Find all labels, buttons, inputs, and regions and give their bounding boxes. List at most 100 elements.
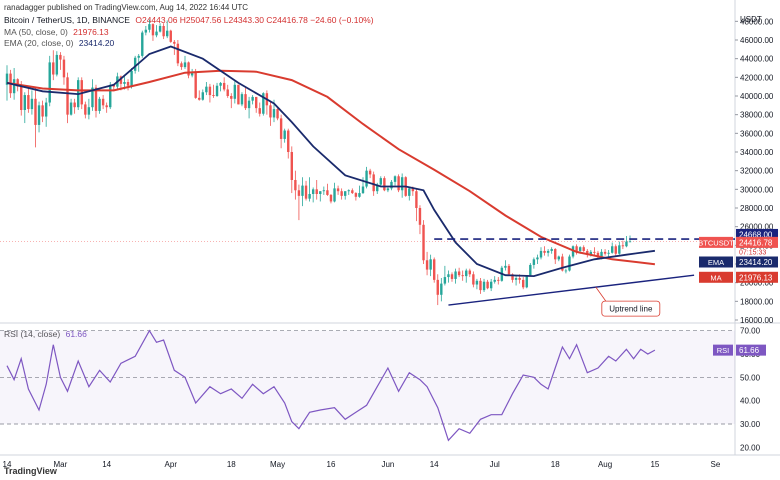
time-tick-label: 18 [551, 460, 560, 469]
candle-body [336, 188, 340, 192]
candle-body [433, 259, 436, 280]
time-tick-label: 14 [102, 460, 111, 469]
symbol-tag [699, 236, 733, 248]
price-tick-label: 42000.00 [740, 73, 774, 82]
candle-body [98, 98, 101, 111]
candle-body [365, 170, 368, 187]
rsi-legend-row: RSI (14, close) 61.66 [4, 329, 87, 339]
candle-body [536, 257, 539, 260]
price-tick-label: 38000.00 [740, 111, 774, 120]
candle-body [34, 98, 37, 125]
candle-body [73, 102, 76, 108]
candle-body [618, 245, 621, 254]
resistance-badge-text: 24668.00 [739, 230, 773, 239]
candle-body [91, 87, 94, 108]
candle-body [240, 94, 244, 105]
candle-body [66, 77, 69, 115]
time-tick-label: Mar [54, 460, 68, 469]
candle-body [504, 265, 507, 268]
candle-body [272, 109, 276, 118]
candle-body [69, 102, 73, 115]
candle-body [297, 190, 301, 196]
candle-body [468, 270, 471, 275]
candle-body [493, 279, 496, 282]
candle-body [614, 246, 617, 254]
candle-body [126, 82, 130, 86]
candle-body [251, 96, 254, 101]
candle-body [347, 190, 350, 192]
rsi-tick-label: 20.00 [740, 443, 761, 452]
candle-body [180, 63, 183, 68]
ma-legend-value: 21976.13 [73, 27, 109, 37]
candle-body [37, 105, 41, 125]
ema-name-tag [699, 256, 733, 268]
candle-body [400, 177, 404, 191]
currency-label: USDT [740, 15, 762, 24]
symbol-row: Bitcoin / TetherUS, 1D, BINANCE O24443.0… [4, 15, 374, 25]
candle-body [561, 256, 564, 271]
candle-body [247, 100, 251, 109]
last-price-badge [736, 236, 778, 248]
time-tick-label: 14 [3, 460, 12, 469]
price-tick-label: 36000.00 [740, 129, 774, 138]
ohlc-values: O24443.06 H25047.56 L24343.30 C24416.78 … [135, 15, 374, 25]
candle-body [208, 86, 212, 96]
candle-body [44, 102, 48, 117]
time-tick-label: 14 [430, 460, 439, 469]
candle-body [41, 105, 44, 117]
candle-body [319, 191, 322, 194]
symbol-name: Bitcoin / TetherUS, 1D, BINANCE [4, 15, 130, 25]
ma-legend-row: MA (50, close, 0) 21976.13 [4, 27, 109, 37]
time-tick-label: Aug [598, 460, 612, 469]
candle-body [532, 259, 536, 265]
candle-body [628, 241, 632, 243]
rsi-value-badge [736, 344, 766, 356]
candle-body [578, 247, 582, 251]
candle-body [621, 245, 625, 247]
candle-body [20, 86, 23, 110]
tradingview-logo: TradingView [4, 466, 57, 476]
candle-body [557, 256, 560, 260]
time-tick-label: 16 [327, 460, 336, 469]
candle-body [87, 107, 91, 115]
countdown-label: 07:15:33 [739, 249, 766, 256]
candle-body [27, 95, 30, 110]
candle-body [258, 108, 261, 114]
candle-body [436, 279, 439, 295]
candle-body [101, 98, 105, 106]
ema-legend-value: 23414.20 [78, 38, 115, 48]
time-tick-label: Jul [490, 460, 500, 469]
candle-body [141, 32, 144, 56]
candle-body [308, 194, 311, 199]
candle-body [497, 279, 500, 281]
rsi-line [6, 329, 656, 442]
candle-body [429, 259, 432, 270]
candle-body [294, 180, 297, 191]
time-tick-label: Se [711, 460, 721, 469]
candle-body [301, 185, 304, 196]
candle-body [518, 278, 521, 280]
candle-body [155, 31, 158, 36]
candle-body [326, 190, 329, 195]
candle-body [393, 176, 397, 182]
rsi-tick-label: 30.00 [740, 420, 761, 429]
candle-body [450, 274, 454, 279]
ema20-line [6, 45, 656, 278]
ma50-line [6, 69, 656, 266]
candle-body [575, 246, 578, 251]
candle-body [12, 79, 16, 94]
published-note: ranadagger published on TradingView.com,… [4, 3, 249, 12]
price-tick-label: 20000.00 [740, 279, 774, 288]
candle-body [582, 247, 585, 251]
candle-body [550, 249, 553, 251]
candle-body [554, 249, 557, 260]
candle-body [262, 93, 265, 114]
candle-body [372, 174, 375, 192]
candle-body [329, 194, 333, 202]
candle-body [219, 82, 222, 86]
candle-body [151, 24, 155, 36]
ma-badge-text: 21976.13 [739, 273, 773, 282]
candle-body [475, 280, 479, 285]
callout-pointer [595, 286, 607, 302]
